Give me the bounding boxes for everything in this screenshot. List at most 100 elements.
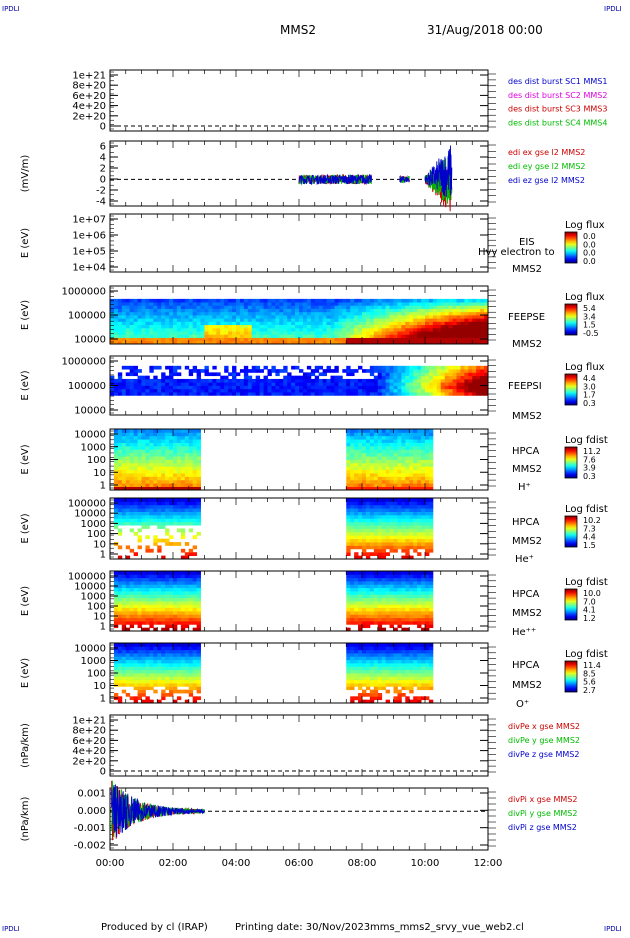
spectrogram-cell [157, 512, 161, 516]
spectrogram-cell [260, 325, 264, 329]
spectrogram-cell [441, 321, 445, 325]
spectrogram-cell [173, 466, 177, 470]
spectrogram-cell [275, 309, 279, 313]
spectrogram-cell [441, 386, 445, 390]
spectrogram-cell [386, 386, 390, 390]
spectrogram-cell [453, 321, 457, 325]
spectrogram-cell [374, 369, 378, 373]
spectrogram-cell [453, 328, 457, 332]
spectrogram-cell [346, 515, 350, 519]
spectrogram-cell [378, 379, 382, 383]
spectrogram-cell [354, 508, 358, 512]
spectrogram-cell [130, 498, 134, 502]
spectrogram-cell [390, 312, 394, 316]
spectrogram-cell [386, 382, 390, 386]
spectrogram-cell [271, 302, 275, 306]
spectrogram-cell [429, 432, 433, 436]
spectrogram-cell [433, 392, 437, 396]
spectrogram-cell [401, 338, 405, 342]
spectrogram-cell [417, 621, 421, 625]
spectrogram-cell [161, 512, 165, 516]
spectrogram-cell [142, 588, 146, 592]
spectrogram-cell [405, 460, 409, 464]
spectrogram-cell [362, 512, 366, 516]
spectrogram-cell [366, 529, 370, 533]
spectrogram-cell [173, 624, 177, 628]
spectrogram-cell [405, 529, 409, 533]
spectrogram-cell [138, 446, 142, 450]
spectrogram-cell [425, 608, 429, 612]
spectrogram-cell [291, 334, 295, 338]
spectrogram-cell [468, 334, 472, 338]
spectrogram-cell [299, 389, 303, 393]
spectrogram-cell [315, 299, 319, 303]
spectrogram-cell [366, 598, 370, 602]
spectrogram-cell [378, 614, 382, 618]
spectrogram-cell [299, 299, 303, 303]
spectrogram-cell [374, 325, 378, 329]
spectrogram-cell [228, 389, 232, 393]
spectrogram-cell [453, 299, 457, 303]
spectrogram-cell [323, 338, 327, 342]
spectrogram-cell [181, 432, 185, 436]
spectrogram-cell [464, 328, 468, 332]
spectrogram-cell [165, 529, 169, 533]
spectrogram-cell [366, 574, 370, 578]
spectrogram-cell [311, 334, 315, 338]
spectrogram-cell [374, 512, 378, 516]
spectrogram-cell [346, 312, 350, 316]
spectrogram-cell [362, 334, 366, 338]
spectrogram-cell [126, 432, 130, 436]
spectrogram-cell [445, 328, 449, 332]
spectrogram-cell [472, 302, 476, 306]
spectrogram-cell [197, 473, 201, 477]
spectrogram-cell [197, 601, 201, 605]
spectrogram-cell [358, 439, 362, 443]
spectrogram-cell [358, 456, 362, 460]
spectrogram-cell [394, 389, 398, 393]
spectrogram-cell [189, 591, 193, 595]
spectrogram-cell [460, 312, 464, 316]
spectrogram-cell [157, 505, 161, 509]
spectrogram-cell [201, 369, 205, 373]
spectrogram-cell [130, 302, 134, 306]
spectrogram-cell [394, 594, 398, 598]
spectrogram-cell [409, 571, 413, 575]
spectrogram-cell [457, 302, 461, 306]
spectrogram-cell [201, 309, 205, 313]
spectrogram-cell [405, 312, 409, 316]
spectrogram-cell [173, 614, 177, 618]
spectrogram-cell [126, 436, 130, 440]
spectrogram-cell [374, 598, 378, 602]
spectrogram-cell [157, 604, 161, 608]
spectrogram-cell [149, 483, 153, 487]
spectrogram-cell [173, 449, 177, 453]
y-tick-label: 1000 [81, 442, 106, 453]
spectrogram-cell [165, 598, 169, 602]
spectrogram-cell [386, 621, 390, 625]
spectrogram-cell [433, 386, 437, 390]
spectrogram-cell [118, 443, 122, 447]
spectrogram-cell [220, 302, 224, 306]
spectrogram-cell [220, 331, 224, 335]
spectrogram-cell [464, 338, 468, 342]
spectrogram-cell [181, 624, 185, 628]
spectrogram-cell [421, 325, 425, 329]
spectrogram-cell [472, 325, 476, 329]
spectrogram-cell [409, 302, 413, 306]
spectrogram-cell [126, 449, 130, 453]
spectrogram-cell [397, 439, 401, 443]
spectrogram-cell [134, 621, 138, 625]
spectrogram-cell [185, 614, 189, 618]
spectrogram-cell [378, 446, 382, 450]
spectrogram-cell [138, 621, 142, 625]
spectrogram-cell [425, 382, 429, 386]
spectrogram-cell [394, 429, 398, 433]
spectrogram-cell [464, 305, 468, 309]
spectrogram-cell [157, 392, 161, 396]
spectrogram-cell [177, 299, 181, 303]
spectrogram-cell [331, 369, 335, 373]
spectrogram-cell [232, 309, 236, 313]
spectrogram-cell [240, 305, 244, 309]
spectrogram-cell [397, 473, 401, 477]
